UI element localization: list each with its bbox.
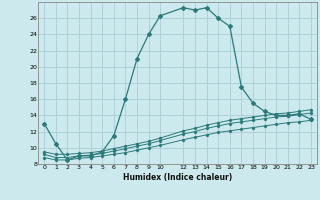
X-axis label: Humidex (Indice chaleur): Humidex (Indice chaleur) xyxy=(123,173,232,182)
